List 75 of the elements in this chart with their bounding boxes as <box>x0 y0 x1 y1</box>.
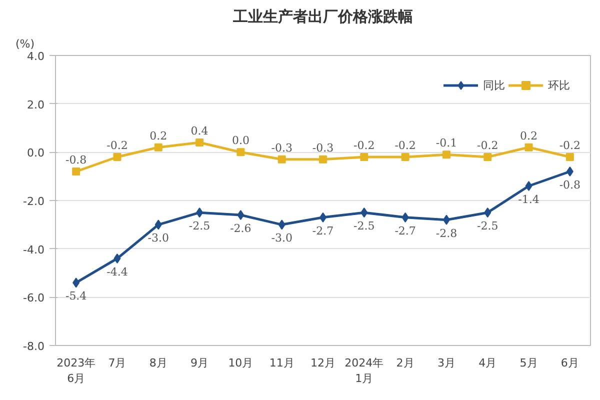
data-label: -2.7 <box>394 224 416 238</box>
data-label: 0.2 <box>520 129 538 142</box>
data-label: -0.2 <box>354 139 375 152</box>
point <box>484 208 492 218</box>
y-tick-label: 2.0 <box>27 98 45 112</box>
data-label: -3.0 <box>271 232 292 245</box>
point <box>196 138 204 146</box>
point <box>278 155 286 164</box>
point <box>524 143 533 152</box>
point <box>401 153 410 161</box>
x-tick-label: 9月 <box>190 356 209 370</box>
y-tick-label: 4.0 <box>27 50 45 63</box>
data-label: -5.4 <box>65 290 87 303</box>
point <box>114 254 121 264</box>
x-tick-label: 2024年 1月 <box>344 356 384 386</box>
x-tick-label: 3月 <box>437 356 456 370</box>
point <box>154 143 162 152</box>
chart-title: 工业生产者出厂价格涨跌幅 <box>232 8 413 26</box>
data-label: -0.2 <box>559 139 581 152</box>
y-tick-label: -4.0 <box>23 243 45 256</box>
y-tick-label: 0.0 <box>27 146 45 160</box>
data-label: -0.1 <box>436 136 458 150</box>
point <box>236 148 245 156</box>
y-tick-label: -2.0 <box>23 195 45 208</box>
y-tick-label: -8.0 <box>23 340 45 353</box>
legend-label: 环比 <box>548 78 570 92</box>
data-label: -2.5 <box>477 220 498 233</box>
data-label: -1.4 <box>518 193 540 206</box>
data-label: -3.0 <box>148 232 169 245</box>
legend-label: 同比 <box>483 78 505 92</box>
point <box>566 153 574 161</box>
point <box>237 210 244 220</box>
data-label: -0.2 <box>394 139 416 152</box>
point <box>278 220 286 230</box>
data-label: 0.0 <box>232 134 250 148</box>
x-tick-label: 7月 <box>108 356 126 370</box>
point <box>154 220 162 230</box>
point <box>525 181 532 191</box>
x-tick-label: 5月 <box>520 356 538 370</box>
x-tick-label: 10月 <box>228 356 254 370</box>
y-tick-label: -6.0 <box>23 292 45 305</box>
point <box>442 150 450 159</box>
data-label: -0.3 <box>312 141 334 154</box>
data-label: -0.3 <box>271 141 292 154</box>
point <box>113 153 122 161</box>
data-label: -2.5 <box>354 220 375 233</box>
point <box>72 168 80 176</box>
x-tick-label: 12月 <box>310 356 336 370</box>
x-tick-label: 6月 <box>560 356 579 370</box>
point <box>360 208 368 218</box>
point <box>72 278 80 288</box>
data-label: -4.4 <box>106 266 128 278</box>
x-tick-label: 2月 <box>396 356 414 370</box>
point <box>484 153 492 161</box>
data-label: -2.6 <box>230 222 252 235</box>
point <box>196 208 204 218</box>
data-label: -2.7 <box>312 224 334 238</box>
data-label: -0.2 <box>106 139 128 152</box>
point <box>442 214 450 225</box>
data-label: -2.5 <box>188 220 210 233</box>
x-tick-label: 8月 <box>149 356 168 370</box>
point <box>566 166 574 176</box>
data-label: 0.2 <box>150 129 168 142</box>
data-label: 0.4 <box>190 124 208 138</box>
data-label: -0.8 <box>65 154 87 166</box>
point <box>402 212 409 222</box>
x-tick-label: 4月 <box>478 356 497 370</box>
data-label: -0.8 <box>559 178 581 192</box>
x-tick-label: 2023年 6月 <box>56 356 96 386</box>
x-tick-label: 11月 <box>269 356 294 370</box>
point <box>360 153 368 161</box>
data-label: -2.8 <box>436 226 458 240</box>
y-axis-title: (%) <box>16 38 35 50</box>
data-label: -0.2 <box>477 139 498 152</box>
point <box>319 155 327 164</box>
